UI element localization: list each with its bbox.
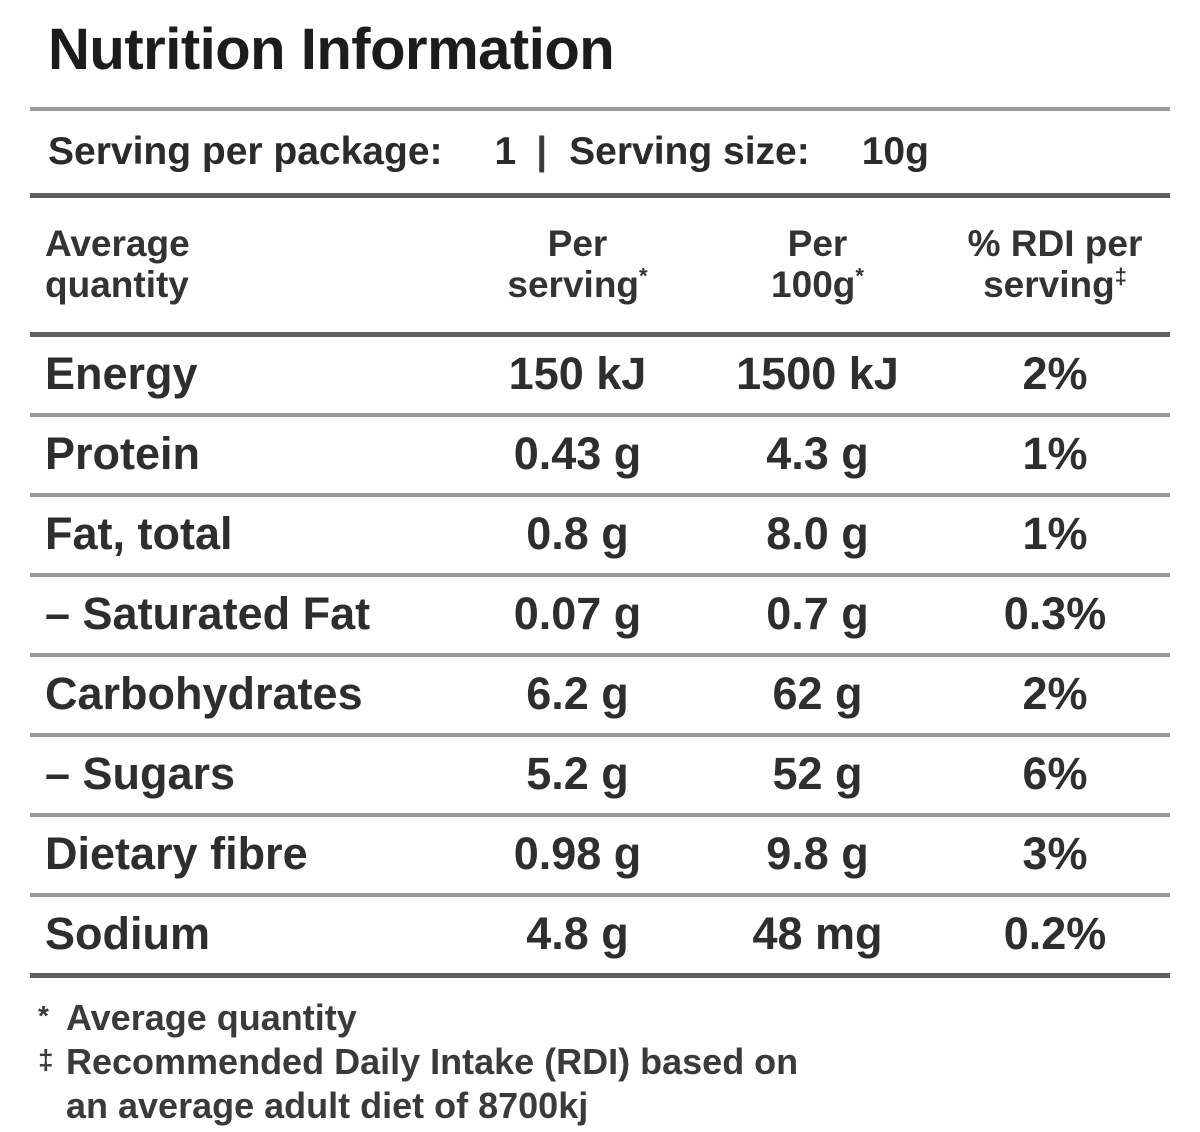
dagger-marker: ‡ <box>38 1044 54 1075</box>
per-100g-value: 0.7 g <box>695 575 940 657</box>
footnote-average-quantity: * Average quantity <box>38 997 357 1038</box>
divider-top <box>30 107 1170 111</box>
row-label: Sodium <box>30 895 460 978</box>
serving-size-value: 10g <box>861 130 929 173</box>
table-row-sodium: Sodium 4.8 g 48 mg 0.2% <box>30 895 1170 978</box>
per-serving-value: 0.8 g <box>460 495 695 577</box>
per-serving-value: 4.8 g <box>460 895 695 978</box>
row-label: Fat, total <box>30 495 460 577</box>
table-row-carbohydrates: Carbohydrates 6.2 g 62 g 2% <box>30 655 1170 737</box>
serving-per-package-label: Serving per package: <box>48 130 443 173</box>
table-row-fat-total: Fat, total 0.8 g 8.0 g 1% <box>30 495 1170 577</box>
column-header-per-serving: Per serving* <box>460 193 695 337</box>
rdi-value: 0.2% <box>940 895 1170 978</box>
per-100g-value: 4.3 g <box>695 415 940 497</box>
per-100g-value: 9.8 g <box>695 815 940 897</box>
per-serving-value: 0.98 g <box>460 815 695 897</box>
per-100g-value: 52 g <box>695 735 940 817</box>
footnote-marker-asterisk: * <box>639 263 648 289</box>
serving-info-row: Serving per package: 1 | Serving size: 1… <box>30 111 1170 193</box>
nutrition-table: Average quantity Per serving* Per 100g* … <box>30 193 1170 978</box>
footnotes: * Average quantity ‡ Recommended Daily I… <box>38 996 1170 1128</box>
footnote-marker-dagger: ‡ <box>1114 263 1127 289</box>
per-serving-value: 5.2 g <box>460 735 695 817</box>
footnote-rdi: ‡ Recommended Daily Intake (RDI) based o… <box>38 1041 799 1126</box>
table-row-saturated-fat: – Saturated Fat 0.07 g 0.7 g 0.3% <box>30 575 1170 657</box>
rdi-value: 1% <box>940 415 1170 497</box>
page-title: Nutrition Information <box>48 17 615 82</box>
row-label: Protein <box>30 415 460 497</box>
serving-size-label: Serving size: <box>569 130 810 173</box>
rdi-value: 3% <box>940 815 1170 897</box>
per-100g-value: 8.0 g <box>695 495 940 577</box>
column-header-rdi: % RDI per serving‡ <box>940 193 1170 337</box>
per-100g-value: 62 g <box>695 655 940 737</box>
row-label: Energy <box>30 334 460 417</box>
per-100g-value: 48 mg <box>695 895 940 978</box>
row-label: – Sugars <box>30 735 460 817</box>
per-serving-value: 0.07 g <box>460 575 695 657</box>
table-row-dietary-fibre: Dietary fibre 0.98 g 9.8 g 3% <box>30 815 1170 897</box>
rdi-value: 2% <box>940 334 1170 417</box>
table-header: Average quantity Per serving* Per 100g* … <box>30 193 1170 337</box>
table-row-sugars: – Sugars 5.2 g 52 g 6% <box>30 735 1170 817</box>
asterisk-marker: * <box>38 1000 49 1031</box>
row-label: Dietary fibre <box>30 815 460 897</box>
serving-per-package-value: 1 <box>494 130 517 173</box>
per-100g-value: 1500 kJ <box>695 334 940 417</box>
table-row-energy: Energy 150 kJ 1500 kJ 2% <box>30 334 1170 417</box>
row-label: Carbohydrates <box>30 655 460 737</box>
column-header-average-quantity: Average quantity <box>30 193 460 337</box>
rdi-value: 6% <box>940 735 1170 817</box>
table-row-protein: Protein 0.43 g 4.3 g 1% <box>30 415 1170 497</box>
rdi-value: 1% <box>940 495 1170 577</box>
per-serving-value: 6.2 g <box>460 655 695 737</box>
serving-separator: | <box>536 130 548 173</box>
column-header-per-100g: Per 100g* <box>695 193 940 337</box>
row-label: – Saturated Fat <box>30 575 460 657</box>
footnote-marker-asterisk: * <box>855 263 864 289</box>
rdi-value: 2% <box>940 655 1170 737</box>
per-serving-value: 0.43 g <box>460 415 695 497</box>
rdi-value: 0.3% <box>940 575 1170 657</box>
per-serving-value: 150 kJ <box>460 334 695 417</box>
